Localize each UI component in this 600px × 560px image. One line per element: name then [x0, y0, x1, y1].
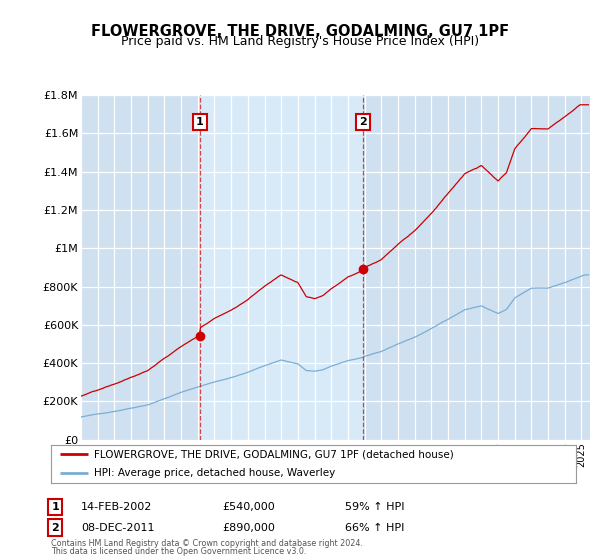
Text: 08-DEC-2011: 08-DEC-2011 [81, 522, 155, 533]
Text: This data is licensed under the Open Government Licence v3.0.: This data is licensed under the Open Gov… [51, 547, 307, 556]
Text: £540,000: £540,000 [222, 502, 275, 512]
Text: FLOWERGROVE, THE DRIVE, GODALMING, GU7 1PF: FLOWERGROVE, THE DRIVE, GODALMING, GU7 1… [91, 24, 509, 39]
Text: £890,000: £890,000 [222, 522, 275, 533]
Text: 59% ↑ HPI: 59% ↑ HPI [345, 502, 404, 512]
Text: 2: 2 [359, 117, 367, 127]
Bar [200, 95, 364, 440]
Text: 2: 2 [52, 522, 59, 533]
Text: 1: 1 [196, 117, 203, 127]
Text: 66% ↑ HPI: 66% ↑ HPI [345, 522, 404, 533]
Text: Contains HM Land Registry data © Crown copyright and database right 2024.: Contains HM Land Registry data © Crown c… [51, 539, 363, 548]
Text: FLOWERGROVE, THE DRIVE, GODALMING, GU7 1PF (detached house): FLOWERGROVE, THE DRIVE, GODALMING, GU7 1… [94, 449, 454, 459]
Text: 1: 1 [52, 502, 59, 512]
Text: HPI: Average price, detached house, Waverley: HPI: Average price, detached house, Wave… [94, 468, 335, 478]
Text: 14-FEB-2002: 14-FEB-2002 [81, 502, 152, 512]
Text: Price paid vs. HM Land Registry's House Price Index (HPI): Price paid vs. HM Land Registry's House … [121, 35, 479, 48]
